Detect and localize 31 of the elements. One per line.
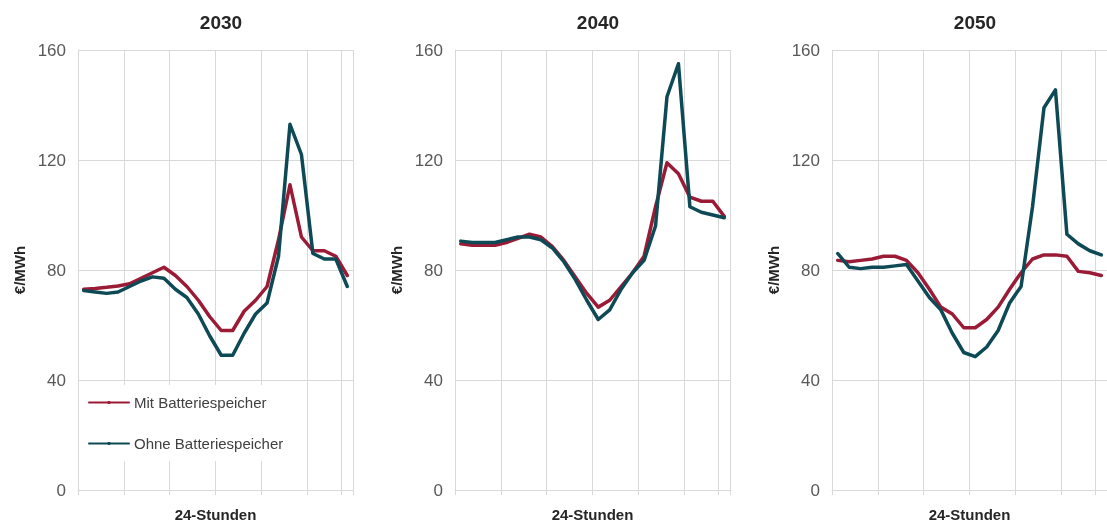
y-tick-label: 0 — [810, 480, 820, 500]
y-tick-label: 0 — [56, 480, 66, 500]
chart-title: 2050 — [953, 12, 997, 33]
y-tick-label: 120 — [37, 150, 66, 170]
y-axis-title: €/MWh — [764, 245, 782, 295]
y-tick-label: 0 — [433, 480, 443, 500]
y-tick-label: 120 — [791, 150, 820, 170]
line-series — [458, 62, 727, 322]
y-tick-label: 80 — [801, 260, 820, 280]
y-tick-label: 80 — [47, 260, 66, 280]
y-tick-label: 160 — [791, 40, 820, 60]
x-axis-title: 24-Stunden — [928, 506, 1011, 523]
y-tick-label: 80 — [424, 260, 443, 280]
line-series — [81, 183, 350, 333]
line-series — [81, 122, 350, 357]
y-axis-title: €/MWh — [387, 245, 405, 295]
legend-label: Mit Batteriespeicher — [134, 394, 267, 411]
chart-title: 2030 — [199, 12, 243, 33]
y-tick-label: 160 — [37, 40, 66, 60]
legend-label: Ohne Batteriespeicher — [134, 435, 284, 452]
y-axis-title: €/MWh — [10, 245, 28, 295]
y-tick-label: 160 — [414, 40, 443, 60]
line-series — [835, 253, 1104, 330]
x-axis-title: 24-Stunden — [551, 506, 634, 523]
y-tick-label: 40 — [47, 370, 66, 390]
chart-title: 2040 — [576, 12, 620, 33]
y-tick-label: 40 — [801, 370, 820, 390]
line-series — [835, 88, 1104, 359]
x-axis-title: 24-Stunden — [174, 506, 257, 523]
y-tick-label: 40 — [424, 370, 443, 390]
y-tick-label: 120 — [414, 150, 443, 170]
